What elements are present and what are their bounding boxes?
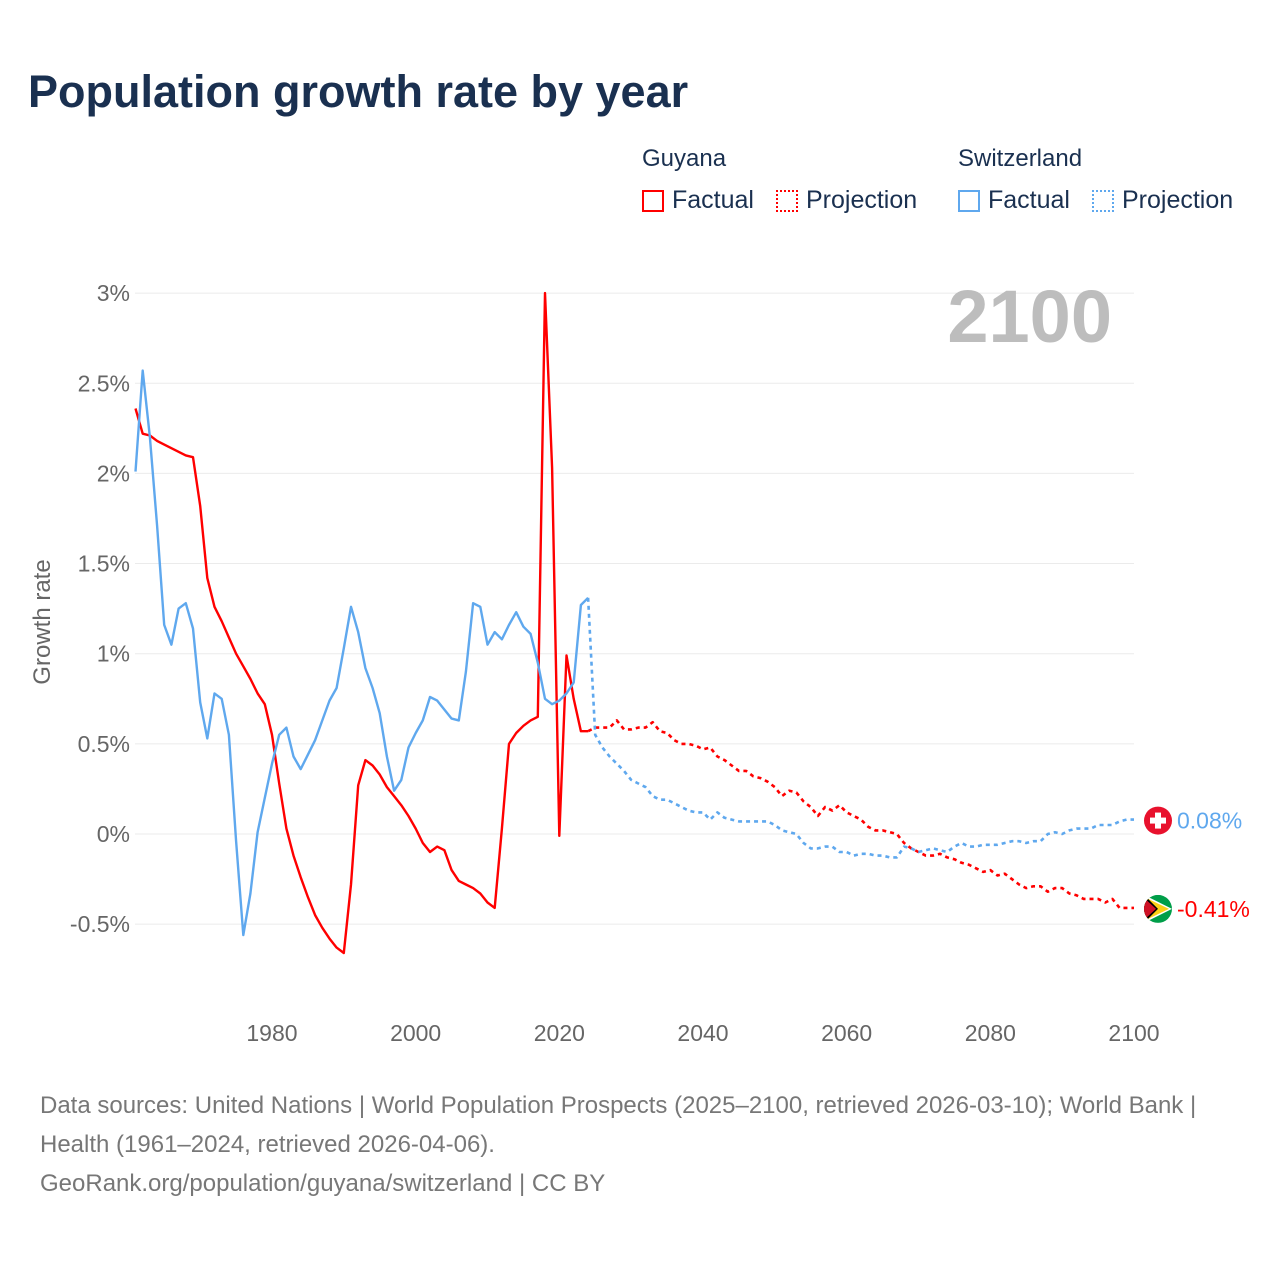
legend-group-switzerland: Switzerland <box>958 145 1083 172</box>
legend-swatch-solid-red <box>642 189 664 212</box>
y-tick-label: 2% <box>97 460 130 486</box>
switzerland-flag-icon <box>1144 806 1172 835</box>
x-tick-label: 1980 <box>246 1020 297 1046</box>
x-tick-label: 2000 <box>390 1020 441 1046</box>
y-tick-label: 1.5% <box>78 551 130 577</box>
x-tick-label: 2060 <box>821 1020 872 1046</box>
y-axis-label: Growth rate <box>29 559 56 684</box>
series-line-guyana-projection <box>587 719 1134 910</box>
end-label-switzerland: 0.08% <box>1177 808 1242 834</box>
legend-switzerland-factual[interactable]: Factual <box>958 186 1070 215</box>
guyana-flag-icon <box>1144 894 1172 923</box>
legend-switzerland-projection[interactable]: Projection <box>1092 186 1233 215</box>
year-watermark: 2100 <box>947 275 1112 358</box>
footer-credit[interactable]: GeoRank.org/population/guyana/switzerlan… <box>40 1170 606 1197</box>
series-line-guyana-factual <box>134 291 589 955</box>
legend-label: Projection <box>806 186 918 214</box>
legend-label: Projection <box>1122 186 1234 214</box>
x-tick-label: 2100 <box>1108 1020 1159 1046</box>
y-tick-label: 3% <box>97 280 130 306</box>
x-tick-label: 2080 <box>965 1020 1016 1046</box>
y-tick-label: 0.5% <box>78 731 130 757</box>
y-tick-label: 1% <box>97 641 130 667</box>
legend-swatch-dotted-red <box>776 189 798 212</box>
footer-sources: Data sources: United Nations | World Pop… <box>40 1092 1197 1158</box>
chart-title: Population growth rate by year <box>28 66 689 117</box>
x-tick-label: 2040 <box>677 1020 728 1046</box>
legend-label: Factual <box>672 186 754 214</box>
legend-guyana-projection[interactable]: Projection <box>776 186 917 215</box>
legend-guyana-factual[interactable]: Factual <box>642 186 754 215</box>
series-line-switzerland-projection <box>586 597 1134 859</box>
series-line-switzerland-factual <box>134 369 589 937</box>
x-tick-label: 2020 <box>534 1020 585 1046</box>
legend-swatch-dotted-blue <box>1092 189 1114 212</box>
y-tick-label: -0.5% <box>70 911 130 937</box>
legend-swatch-solid-blue <box>958 189 980 212</box>
end-label-guyana: -0.41% <box>1177 896 1250 922</box>
legend-group-guyana: Guyana <box>642 145 727 172</box>
legend-label: Factual <box>988 186 1070 214</box>
y-tick-label: 0% <box>97 821 130 847</box>
y-tick-label: 2.5% <box>78 370 130 396</box>
